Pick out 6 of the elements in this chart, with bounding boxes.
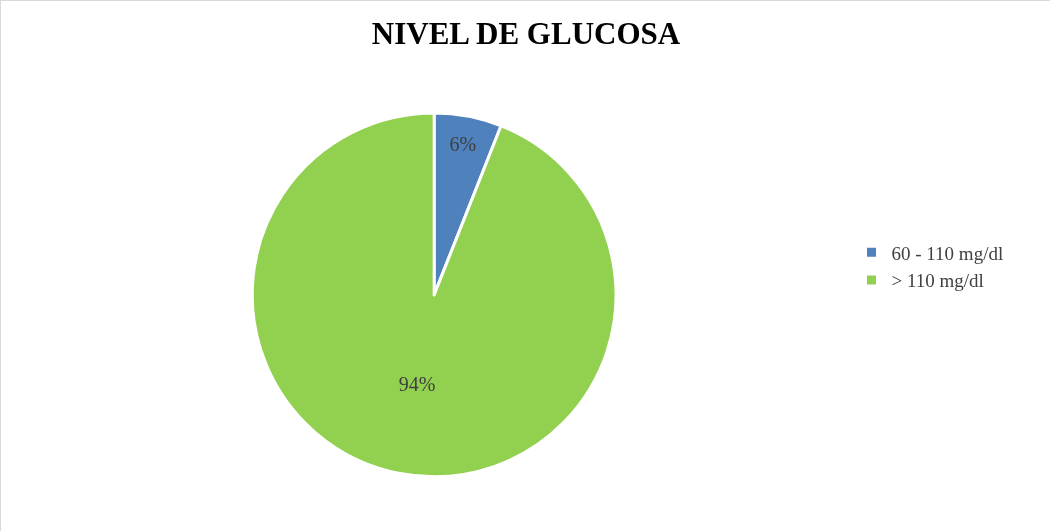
legend-label: 60 - 110 mg/dl xyxy=(891,242,1004,264)
data-label: 94% xyxy=(398,373,436,396)
pie-slice xyxy=(250,111,618,478)
legend-label: > 110 mg/dl xyxy=(891,270,984,292)
data-label: 6% xyxy=(449,133,477,156)
chart-title: NIVEL DE GLUCOSA xyxy=(371,15,681,51)
